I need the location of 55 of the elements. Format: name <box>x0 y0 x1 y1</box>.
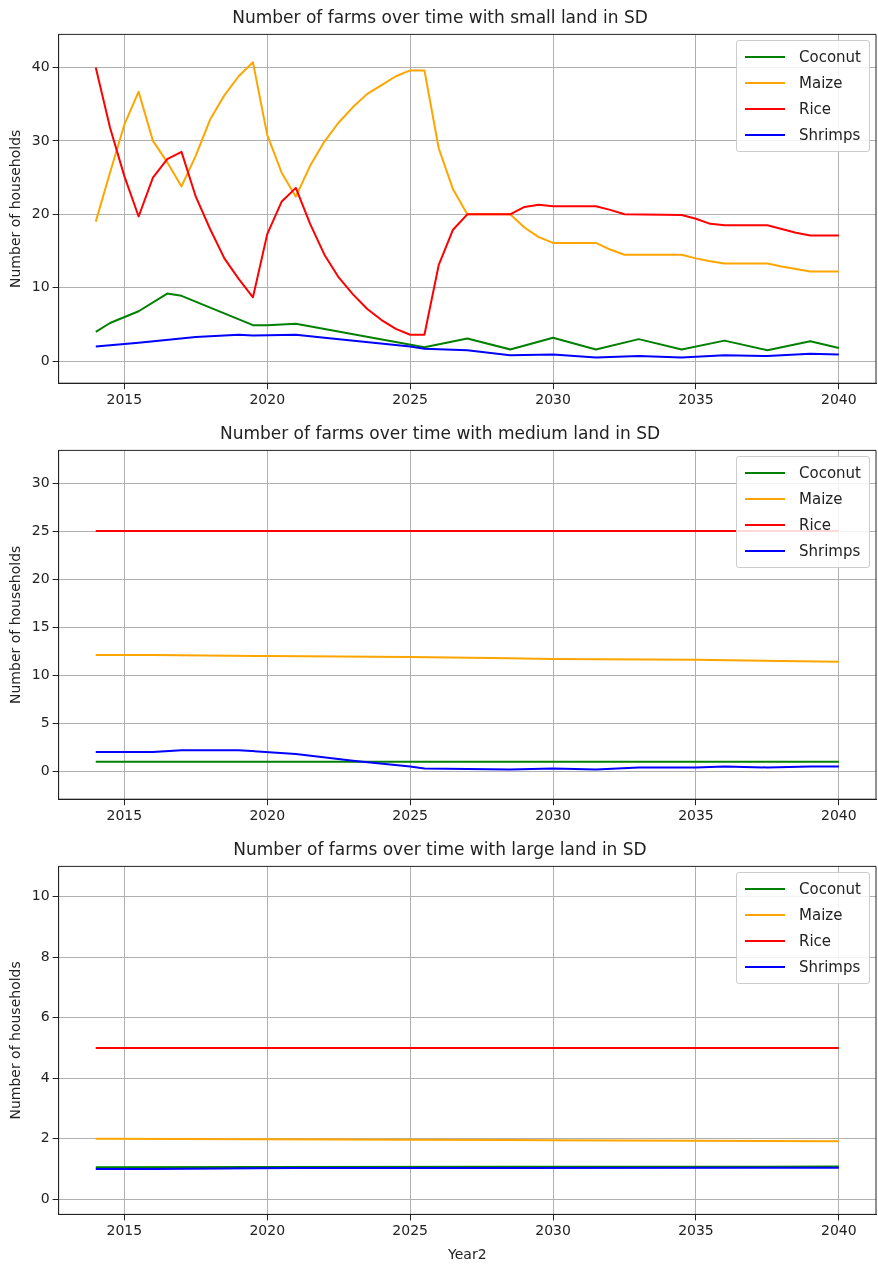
x-tick-label: 2015 <box>106 1222 143 1239</box>
legend-label: Coconut <box>799 880 861 899</box>
x-tick-label: 2040 <box>821 807 857 824</box>
x-tick-label: 2040 <box>821 391 857 408</box>
y-axis-title: Number of households <box>7 961 24 1120</box>
x-tick-label: 2020 <box>249 1222 286 1239</box>
legend-label: Maize <box>799 490 843 509</box>
y-axis-title: Number of households <box>7 545 24 704</box>
legend-label: Shrimps <box>799 958 861 977</box>
legend-label: Rice <box>799 100 832 119</box>
y-axis-title: Number of households <box>7 129 24 288</box>
x-tick-label: 2015 <box>106 807 143 824</box>
y-tick-label: 10 <box>31 665 50 682</box>
x-tick-label: 2040 <box>821 1222 857 1239</box>
x-tick-label: 2035 <box>678 807 714 824</box>
x-tick-label: 2020 <box>249 807 286 824</box>
x-tick-label: 2025 <box>392 391 428 408</box>
x-tick-label: 2035 <box>678 391 714 408</box>
y-tick-label: 10 <box>31 887 50 904</box>
y-tick-label: 30 <box>31 473 50 490</box>
x-tick-label: 2015 <box>106 391 143 408</box>
y-tick-label: 0 <box>40 1189 50 1206</box>
y-tick-label: 2 <box>40 1129 50 1146</box>
y-tick-label: 4 <box>40 1068 50 1085</box>
y-tick-label: 10 <box>31 278 50 295</box>
legend-label: Rice <box>799 516 832 535</box>
legend-label: Rice <box>799 932 832 951</box>
y-tick-label: 6 <box>40 1008 50 1025</box>
x-tick-label: 2020 <box>249 391 286 408</box>
x-tick-label: 2025 <box>392 1222 428 1239</box>
x-tick-label: 2030 <box>535 807 571 824</box>
chart-title: Number of farms over time with small land in SD <box>232 6 648 27</box>
x-tick-label: 2030 <box>535 391 571 408</box>
y-tick-label: 5 <box>40 713 50 730</box>
y-tick-label: 30 <box>31 131 50 148</box>
x-tick-label: 2025 <box>392 807 428 824</box>
legend-label: Coconut <box>799 48 861 67</box>
y-tick-label: 0 <box>40 351 50 368</box>
x-tick-label: 2030 <box>535 1222 571 1239</box>
y-tick-label: 40 <box>31 58 50 75</box>
y-tick-label: 0 <box>40 761 50 778</box>
chart-title: Number of farms over time with medium land in SD <box>219 422 661 443</box>
legend-label: Shrimps <box>799 542 861 561</box>
legend-label: Maize <box>799 74 843 93</box>
y-tick-label: 8 <box>40 947 50 964</box>
legend-label: Maize <box>799 906 843 925</box>
y-tick-label: 20 <box>31 204 50 221</box>
y-tick-label: 15 <box>31 617 50 634</box>
y-tick-label: 20 <box>31 569 50 586</box>
legend-label: Coconut <box>799 464 861 483</box>
chart-title: Number of farms over time with large land in SD <box>233 838 647 859</box>
x-tick-label: 2035 <box>678 1222 714 1239</box>
x-axis-title: Year2 <box>447 1246 487 1263</box>
y-tick-label: 25 <box>31 521 50 538</box>
legend-label: Shrimps <box>799 126 861 145</box>
